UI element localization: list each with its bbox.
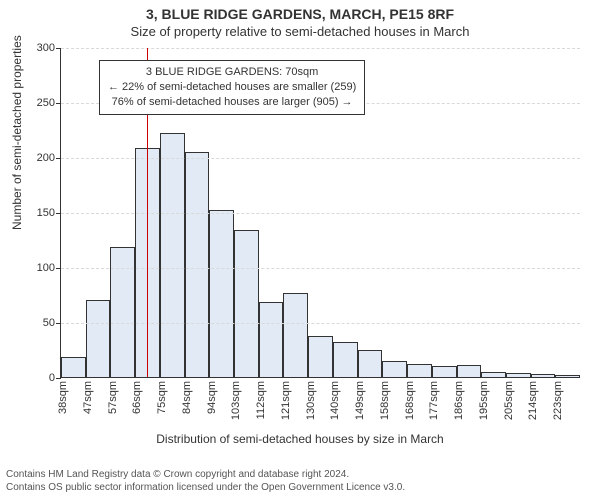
xtick-label: 186sqm: [453, 377, 465, 420]
ytick-label: 250: [37, 97, 61, 109]
xtick-label: 103sqm: [230, 377, 242, 420]
xtick-label: 140sqm: [329, 377, 341, 420]
xtick-label: 214sqm: [527, 377, 539, 420]
xtick-label: 177sqm: [428, 377, 440, 420]
info-box: 3 BLUE RIDGE GARDENS: 70sqm← 22% of semi…: [99, 60, 365, 115]
x-axis-label: Distribution of semi-detached houses by …: [0, 432, 600, 446]
xtick-label: 205sqm: [503, 377, 515, 420]
gridline: [61, 268, 580, 269]
histogram-bar: [407, 364, 432, 377]
attribution-line2: Contains OS public sector information li…: [6, 482, 405, 495]
histogram-bar: [61, 357, 86, 377]
xtick-label: 121sqm: [280, 377, 292, 420]
ytick-label: 100: [37, 262, 61, 274]
histogram-bar: [308, 336, 333, 377]
histogram-bar: [86, 300, 111, 377]
chart-subtitle: Size of property relative to semi-detach…: [0, 24, 600, 39]
xtick-label: 75sqm: [156, 377, 168, 414]
gridline: [61, 158, 580, 159]
xtick-label: 168sqm: [404, 377, 416, 420]
plot-area: 05010015020025030038sqm47sqm57sqm66sqm75…: [60, 48, 580, 378]
histogram-bar: [432, 366, 457, 377]
xtick-label: 112sqm: [255, 377, 267, 419]
xtick-label: 84sqm: [181, 377, 193, 414]
ytick-label: 150: [37, 207, 61, 219]
xtick-label: 66sqm: [131, 377, 143, 414]
histogram-bar: [110, 247, 135, 377]
xtick-label: 47sqm: [82, 377, 94, 414]
info-box-line3: 76% of semi-detached houses are larger (…: [108, 95, 356, 110]
gridline: [61, 213, 580, 214]
y-axis-label: Number of semi-detached properties: [10, 35, 24, 230]
histogram-bar: [457, 365, 482, 377]
histogram-bar: [382, 361, 407, 378]
xtick-label: 223sqm: [552, 377, 564, 420]
ytick-label: 300: [37, 42, 61, 54]
info-box-line2: ← 22% of semi-detached houses are smalle…: [108, 80, 356, 95]
histogram-bar: [209, 210, 234, 377]
info-box-line1: 3 BLUE RIDGE GARDENS: 70sqm: [108, 65, 356, 80]
ytick-label: 50: [43, 317, 61, 329]
histogram-bar: [358, 350, 383, 378]
ytick-label: 200: [37, 152, 61, 164]
xtick-label: 94sqm: [206, 377, 218, 414]
xtick-label: 195sqm: [478, 377, 490, 420]
gridline: [61, 48, 580, 49]
xtick-label: 158sqm: [379, 377, 391, 420]
histogram-bar: [259, 302, 284, 377]
attribution-text: Contains HM Land Registry data © Crown c…: [6, 469, 405, 494]
histogram-bar: [160, 133, 185, 377]
xtick-label: 130sqm: [305, 377, 317, 420]
histogram-bar: [283, 293, 308, 377]
xtick-label: 57sqm: [107, 377, 119, 414]
chart-title: 3, BLUE RIDGE GARDENS, MARCH, PE15 8RF: [0, 6, 600, 22]
attribution-line1: Contains HM Land Registry data © Crown c…: [6, 469, 405, 482]
xtick-label: 149sqm: [354, 377, 366, 420]
histogram-bar: [234, 230, 259, 377]
gridline: [61, 323, 580, 324]
histogram-bar: [333, 342, 358, 377]
histogram-bar: [185, 152, 210, 378]
xtick-label: 38sqm: [57, 377, 69, 414]
